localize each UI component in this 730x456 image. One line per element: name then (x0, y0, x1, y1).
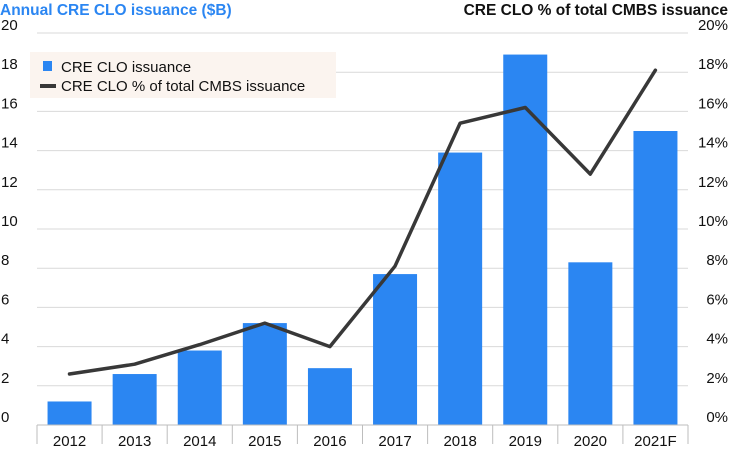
bar-series (48, 55, 678, 425)
legend-bar-label: CRE CLO issuance (61, 59, 191, 76)
right-tick-label: 16% (698, 95, 728, 112)
right-tick-label: 12% (698, 174, 728, 191)
x-tick-label: 2017 (378, 433, 411, 450)
left-tick-label: 16 (1, 95, 18, 112)
right-tick-label: 10% (698, 213, 728, 230)
x-tick-label: 2014 (183, 433, 216, 450)
legend-line-label: CRE CLO % of total CMBS issuance (61, 78, 305, 95)
bar-2015 (243, 323, 287, 425)
x-tick-label: 2012 (53, 433, 86, 450)
bar-2021F (633, 131, 677, 425)
x-tick-label: 2016 (313, 433, 346, 450)
x-tick-label: 2019 (509, 433, 542, 450)
left-tick-label: 12 (1, 174, 18, 191)
bar-2014 (178, 351, 222, 425)
right-tick-label: 18% (698, 56, 728, 73)
bar-2017 (373, 274, 417, 425)
right-tick-label: 14% (698, 135, 728, 152)
left-tick-label: 0 (1, 409, 9, 426)
bar-2016 (308, 368, 352, 425)
left-tick-label: 2 (1, 370, 9, 387)
bar-2013 (113, 374, 157, 425)
x-tick-label: 2021F (634, 433, 677, 450)
left-tick-label: 20 (1, 17, 18, 34)
right-tick-label: 8% (706, 252, 728, 269)
x-tick-label: 2013 (118, 433, 151, 450)
right-axis-title: CRE CLO % of total CMBS issuance (464, 2, 729, 19)
left-tick-label: 6 (1, 291, 9, 308)
right-tick-label: 4% (706, 331, 728, 348)
line-series (70, 70, 656, 374)
x-tick-label: 2015 (248, 433, 281, 450)
left-tick-label: 8 (1, 252, 9, 269)
x-axis-ticks: 2012 2013 2014 2015 2016 2017 2018 2019 2020 2021… (53, 433, 677, 450)
share-line (70, 70, 656, 374)
left-tick-label: 14 (1, 135, 18, 152)
right-axis-ticks: 0% 2% 4% 6% 8% 10% 12% 14% 16% 18% 20% (698, 17, 728, 426)
legend: CRE CLO issuance CRE CLO % of total CMBS… (30, 52, 336, 98)
legend-bar-swatch (43, 61, 52, 71)
x-tick-label: 2018 (443, 433, 476, 450)
left-axis-ticks: 0 2 4 6 8 10 12 14 16 18 20 (1, 17, 18, 426)
right-tick-label: 6% (706, 291, 728, 308)
right-tick-label: 2% (706, 370, 728, 387)
right-tick-label: 20% (698, 17, 728, 34)
bar-2018 (438, 153, 482, 425)
x-tick-label: 2020 (574, 433, 607, 450)
bar-2012 (48, 401, 92, 425)
left-tick-label: 18 (1, 56, 18, 73)
right-tick-label: 0% (706, 409, 728, 426)
left-tick-label: 4 (1, 331, 9, 348)
bar-2020 (568, 262, 612, 425)
left-tick-label: 10 (1, 213, 18, 230)
left-axis-title: Annual CRE CLO issuance ($B) (0, 2, 232, 19)
